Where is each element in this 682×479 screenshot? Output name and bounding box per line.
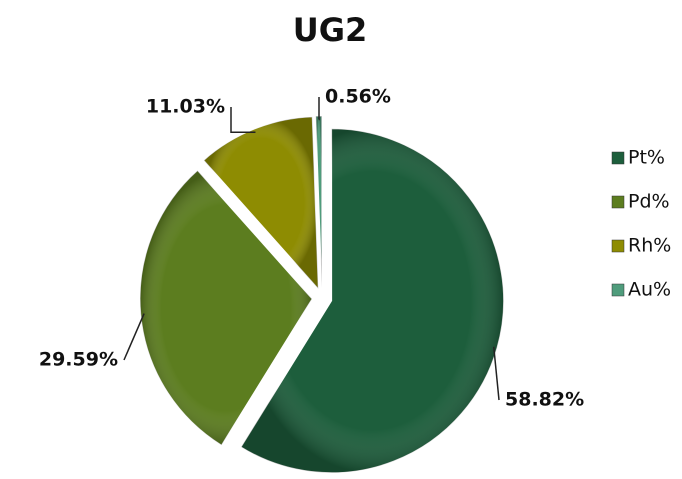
leader-line (493, 346, 500, 401)
leader-line (123, 313, 145, 361)
leader-line (230, 107, 256, 134)
legend-label: Pt% (628, 147, 665, 169)
legend-swatch (611, 239, 625, 253)
value-label: 29.59% (39, 349, 118, 371)
value-label: 58.82% (505, 389, 584, 411)
legend-label: Rh% (628, 235, 671, 257)
legend-label: Au% (628, 279, 671, 301)
legend-swatch (611, 151, 625, 165)
legend-label: Pd% (628, 191, 670, 213)
legend-swatch (611, 283, 625, 297)
chart-title: UG2 (293, 11, 368, 49)
value-label: 11.03% (146, 96, 225, 118)
legend-swatch (611, 195, 625, 209)
value-label: 0.56% (325, 86, 391, 108)
